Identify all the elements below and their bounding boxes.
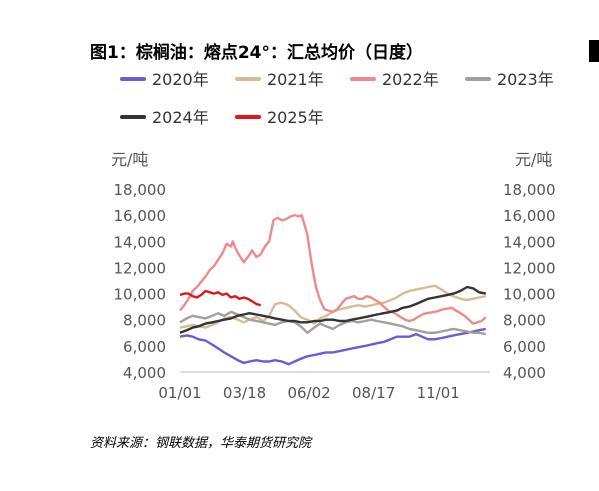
y-tick-label-right: 12,000 — [503, 259, 556, 277]
chart-title: 图1：棕榈油：熔点24°：汇总均价（日度） — [90, 43, 423, 63]
legend-swatch — [350, 76, 376, 81]
legend-label: 2024年 — [152, 108, 209, 127]
legend-item: 2024年 — [120, 104, 209, 128]
legend-swatch — [120, 76, 146, 81]
y-tick-label-right: 14,000 — [503, 233, 556, 251]
series-line-2021年 — [179, 284, 487, 329]
y-tick-label-right: 18,000 — [503, 181, 556, 199]
adjacent-figure-edge — [589, 40, 599, 62]
legend-label: 2020年 — [152, 70, 209, 89]
legend-item: 2020年 — [120, 66, 209, 90]
y-axis-unit-right: 元/吨 — [515, 150, 553, 169]
y-tick-label-left: 14,000 — [114, 233, 167, 251]
x-tick-label: 08/17 — [352, 384, 395, 402]
legend-swatch — [235, 114, 261, 119]
y-tick-label-left: 16,000 — [114, 207, 167, 225]
series-line-2024年 — [179, 285, 487, 334]
legend-swatch — [120, 114, 146, 119]
y-tick-label-right: 8,000 — [503, 312, 546, 330]
legend-item: 2021年 — [235, 66, 324, 90]
y-tick-label-right: 16,000 — [503, 207, 556, 225]
legend-swatch — [235, 76, 261, 81]
x-tick-label: 11/01 — [417, 384, 460, 402]
series-line-2020年 — [179, 327, 487, 366]
legend-label: 2021年 — [267, 70, 324, 89]
y-tick-label-left: 4,000 — [123, 364, 166, 382]
legend-label: 2025年 — [267, 108, 324, 127]
y-tick-label-left: 18,000 — [114, 181, 167, 199]
y-tick-label-right: 10,000 — [503, 286, 556, 304]
x-tick-label: 03/18 — [223, 384, 266, 402]
legend-swatch — [465, 76, 491, 81]
y-tick-label-right: 4,000 — [503, 364, 546, 382]
y-axis-unit-left: 元/吨 — [111, 150, 149, 169]
series-line-2022年 — [179, 213, 487, 325]
legend-label: 2022年 — [382, 70, 439, 89]
series-line-2023年 — [179, 310, 487, 336]
legend-item: 2022年 — [350, 66, 439, 90]
x-tick-label: 01/01 — [158, 384, 201, 402]
x-tick-label: 06/02 — [287, 384, 330, 402]
y-tick-label-right: 6,000 — [503, 338, 546, 356]
legend-label: 2023年 — [497, 70, 554, 89]
legend-item: 2023年 — [465, 66, 554, 90]
y-tick-label-left: 8,000 — [123, 312, 166, 330]
source-note: 资料来源：钢联数据，华泰期货研究院 — [90, 436, 312, 451]
y-tick-label-left: 6,000 — [123, 338, 166, 356]
y-tick-label-left: 12,000 — [114, 259, 167, 277]
series-line-2025年 — [179, 289, 262, 307]
y-tick-label-left: 10,000 — [114, 286, 167, 304]
legend-item: 2025年 — [235, 104, 324, 128]
